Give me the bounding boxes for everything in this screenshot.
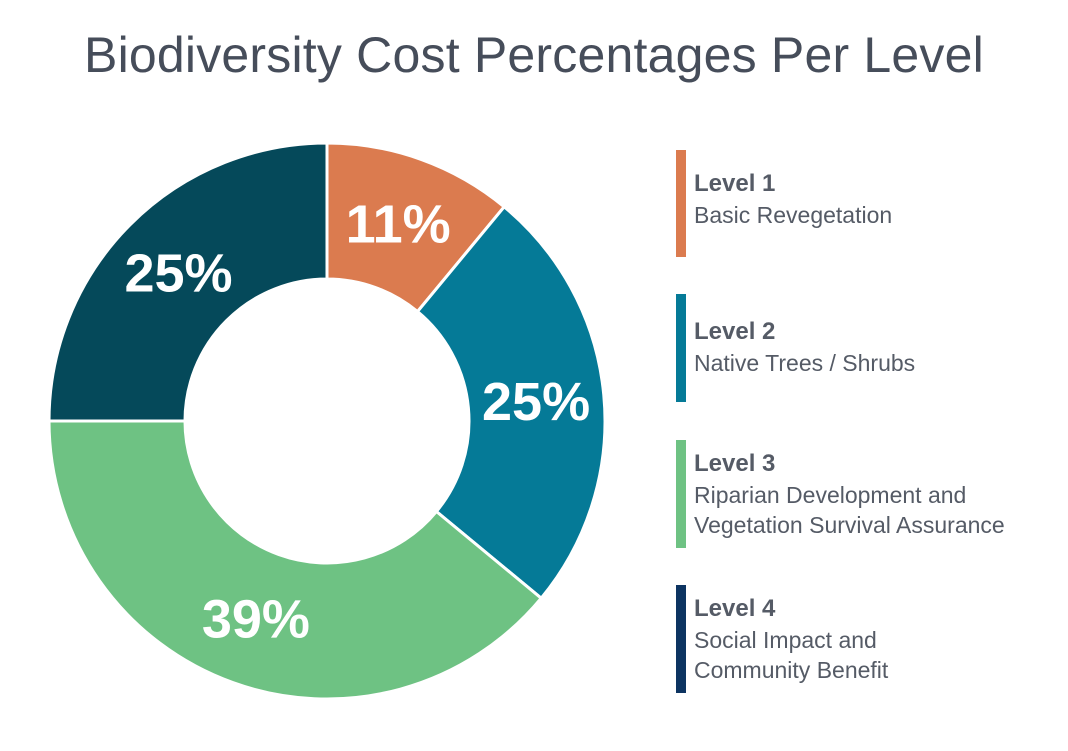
legend-item-level-2: Level 2 Native Trees / Shrubs [676, 294, 1056, 402]
donut-slice-level-2 [415, 204, 607, 601]
legend-level-label: Level 2 [694, 318, 776, 345]
legend-level-label: Level 4 [694, 595, 776, 622]
legend-swatch [676, 150, 686, 257]
legend-level-label: Level 1 [694, 170, 776, 197]
donut-slice-level-4 [47, 141, 329, 423]
legend-description: Vegetation Survival Assurance [694, 512, 1005, 538]
legend-item-level-3: Level 3 Riparian Development and Vegetat… [676, 440, 1056, 548]
donut-chart: 11% 25% 39% 25% [47, 141, 607, 701]
legend-description: Community Benefit [694, 657, 889, 683]
legend-level-label: Level 3 [694, 450, 776, 477]
legend-swatch [676, 440, 686, 548]
legend-description: Riparian Development and [694, 482, 967, 508]
legend-description: Social Impact and [694, 627, 877, 653]
slice-value-label: 39% [202, 590, 310, 650]
legend-item-level-1: Level 1 Basic Revegetation [676, 150, 1056, 257]
legend-description: Native Trees / Shrubs [694, 350, 916, 376]
donut-slice-level-3 [47, 419, 544, 701]
legend-swatch [676, 585, 686, 693]
legend-swatch [676, 294, 686, 402]
slice-value-label: 25% [482, 372, 590, 432]
legend-description: Basic Revegetation [694, 202, 893, 228]
chart-title: Biodiversity Cost Percentages Per Level [84, 27, 984, 83]
legend-item-level-4: Level 4 Social Impact and Community Bene… [676, 585, 1056, 693]
slice-value-label: 11% [346, 194, 451, 254]
slice-value-label: 25% [124, 244, 232, 304]
